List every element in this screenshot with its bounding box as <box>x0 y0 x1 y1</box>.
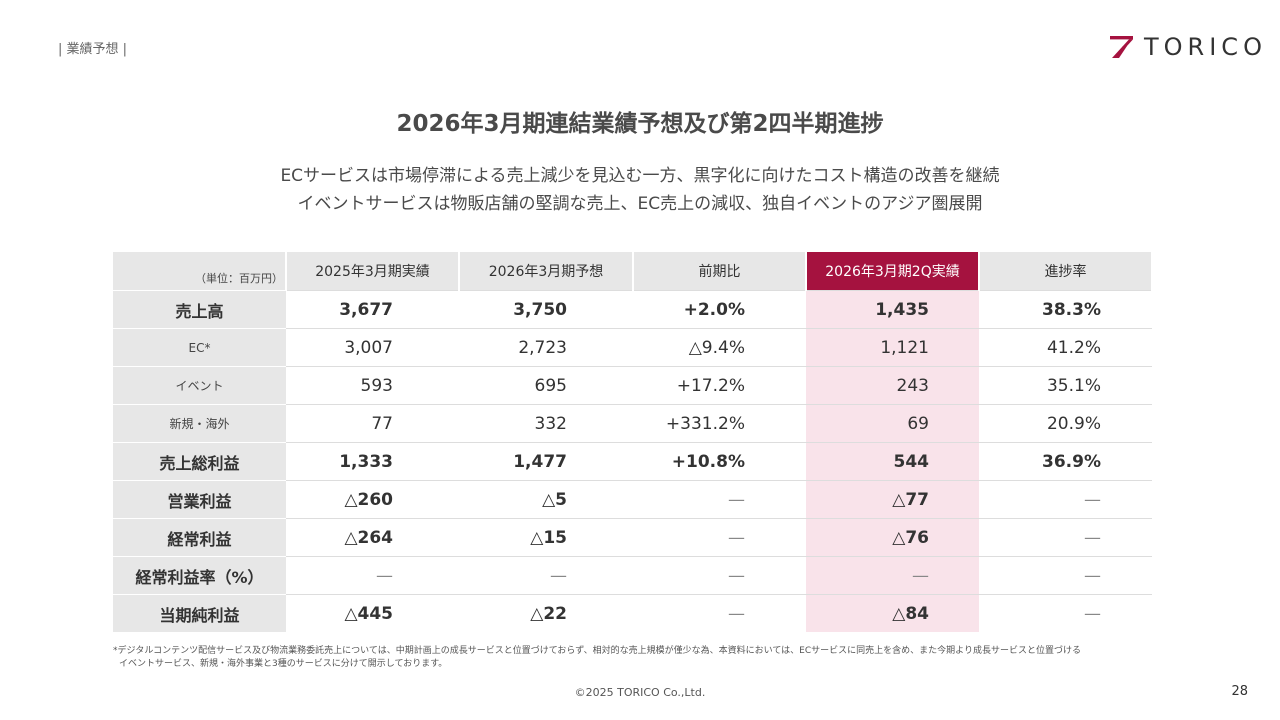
table-cell: — <box>979 480 1152 519</box>
table-cell-highlight: — <box>806 556 979 595</box>
row-label: 新規・海外 <box>113 404 286 443</box>
table-cell: 38.3% <box>979 290 1152 329</box>
table-row: EC* 3,007 2,723 △9.4% 1,121 41.2% <box>113 328 1152 367</box>
table-cell: 3,677 <box>286 290 459 329</box>
unit-header-cell: （単位：百万円） <box>113 252 287 291</box>
table-cell: 695 <box>459 366 633 405</box>
logo-text: TORICO <box>1144 33 1267 61</box>
column-header: 2025年3月期実績 <box>286 252 460 291</box>
copyright: ©2025 TORICO Co.,Ltd. <box>574 686 706 699</box>
table-cell: △5 <box>459 480 633 519</box>
row-label: 経常利益 <box>113 518 286 557</box>
footnote-line-2: イベントサービス、新規・海外事業と3種のサービスに分けて開示しております。 <box>119 659 448 669</box>
table-cell: — <box>633 594 806 632</box>
table-cell-highlight: 1,435 <box>806 290 979 329</box>
table-cell: +10.8% <box>633 442 806 481</box>
table-cell: — <box>979 518 1152 557</box>
row-label: 売上総利益 <box>113 442 286 481</box>
table-cell-highlight: 69 <box>806 404 979 443</box>
table-cell: 36.9% <box>979 442 1152 481</box>
table-cell: △264 <box>286 518 459 557</box>
table-cell-highlight: △84 <box>806 594 979 632</box>
table-row: 当期純利益 △445 △22 — △84 — <box>113 594 1152 632</box>
table-cell: +2.0% <box>633 290 806 329</box>
table-cell-highlight: △76 <box>806 518 979 557</box>
table-header-row: （単位：百万円） 2025年3月期実績 2026年3月期予想 前期比 2026年… <box>113 252 1153 291</box>
table-cell: △445 <box>286 594 459 632</box>
table-cell-highlight: 544 <box>806 442 979 481</box>
table-cell: 1,333 <box>286 442 459 481</box>
table-cell: — <box>633 480 806 519</box>
table-row: 新規・海外 77 332 +331.2% 69 20.9% <box>113 404 1152 443</box>
table-cell: 593 <box>286 366 459 405</box>
table-cell: △15 <box>459 518 633 557</box>
table-cell: 77 <box>286 404 459 443</box>
section-tag: | 業績予想 | <box>58 42 128 57</box>
column-header: 進捗率 <box>979 252 1153 291</box>
table-cell: 332 <box>459 404 633 443</box>
column-header: 前期比 <box>633 252 807 291</box>
table-row: 営業利益 △260 △5 — △77 — <box>113 480 1152 519</box>
table-row: イベント 593 695 +17.2% 243 35.1% <box>113 366 1152 405</box>
torico-logo-icon <box>1110 36 1133 58</box>
table-cell: — <box>633 556 806 595</box>
table-cell: 20.9% <box>979 404 1152 443</box>
row-label: 当期純利益 <box>113 594 286 632</box>
page-title: 2026年3月期連結業績予想及び第2四半期進捗 <box>396 111 884 137</box>
table-row: 売上高 3,677 3,750 +2.0% 1,435 38.3% <box>113 290 1152 329</box>
subtitle-line-1: ECサービスは市場停滞による売上減少を見込む一方、黒字化に向けたコスト構造の改善… <box>280 166 1000 186</box>
table-cell: 35.1% <box>979 366 1152 405</box>
table-cell: — <box>979 556 1152 595</box>
table-cell: 3,007 <box>286 328 459 367</box>
table-cell: 1,477 <box>459 442 633 481</box>
subtitle-line-2: イベントサービスは物販店舗の堅調な売上、EC売上の減収、独自イベントのアジア圏展… <box>297 194 983 214</box>
table-cell: — <box>979 594 1152 632</box>
row-label: 売上高 <box>113 290 286 329</box>
table-cell: — <box>286 556 459 595</box>
table-cell: — <box>459 556 633 595</box>
table-cell: 41.2% <box>979 328 1152 367</box>
column-header-highlight: 2026年3月期2Q実績 <box>806 252 980 291</box>
table-cell: +331.2% <box>633 404 806 443</box>
table-cell: 3,750 <box>459 290 633 329</box>
table-cell: △9.4% <box>633 328 806 367</box>
table-cell-highlight: △77 <box>806 480 979 519</box>
footnote-line-1: *デジタルコンテンツ配信サービス及び物流業務委託売上については、中期計画上の成長… <box>113 646 1081 656</box>
table-cell-highlight: 1,121 <box>806 328 979 367</box>
table-cell: △22 <box>459 594 633 632</box>
page-number: 28 <box>1231 684 1248 699</box>
column-header: 2026年3月期予想 <box>459 252 634 291</box>
table-row: 売上総利益 1,333 1,477 +10.8% 544 36.9% <box>113 442 1152 481</box>
table-cell: 2,723 <box>459 328 633 367</box>
forecast-table: （単位：百万円） 2025年3月期実績 2026年3月期予想 前期比 2026年… <box>113 252 1153 632</box>
table-row: 経常利益率（%） — — — — — <box>113 556 1152 595</box>
row-label: 営業利益 <box>113 480 286 519</box>
table-cell-highlight: 243 <box>806 366 979 405</box>
table-cell: △260 <box>286 480 459 519</box>
unit-label: （単位：百万円） <box>195 272 283 285</box>
table-cell: +17.2% <box>633 366 806 405</box>
table-cell: — <box>633 518 806 557</box>
row-label: 経常利益率（%） <box>113 556 286 595</box>
torico-logo: TORICO <box>1110 34 1267 60</box>
row-label: EC* <box>113 328 286 367</box>
table-row: 経常利益 △264 △15 — △76 — <box>113 518 1152 557</box>
row-label: イベント <box>113 366 286 405</box>
